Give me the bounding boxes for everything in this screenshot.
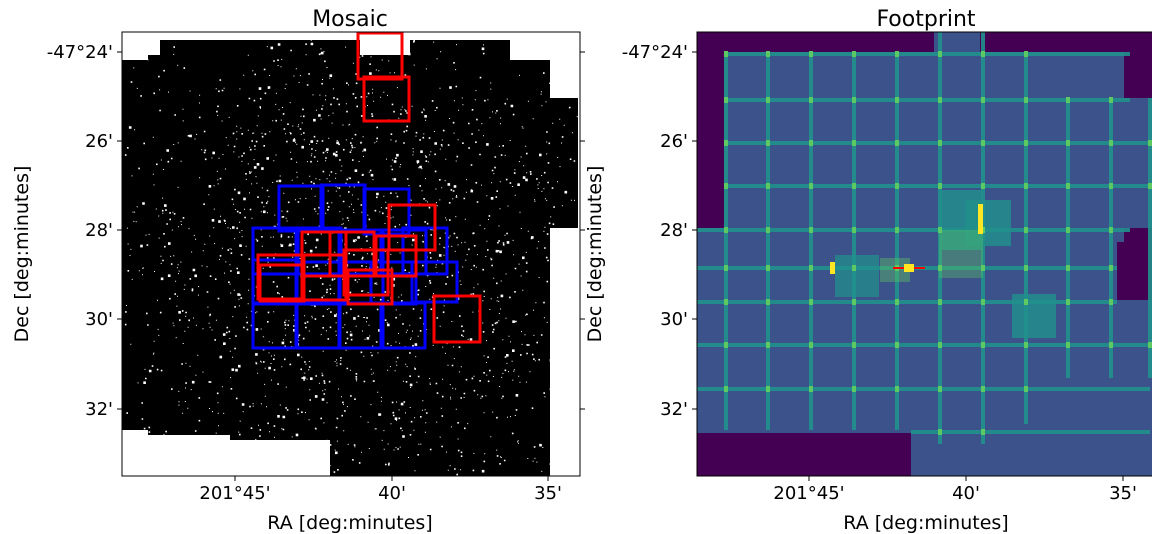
mosaic-y-tick-label: -47°24' bbox=[47, 42, 113, 63]
mosaic-x-tick-label: 40' bbox=[378, 483, 406, 504]
footprint-marker bbox=[893, 264, 925, 272]
footprint-tile bbox=[766, 52, 770, 430]
footprint-tile bbox=[1148, 98, 1152, 378]
mosaic-axes-frame bbox=[121, 31, 581, 477]
footprint-axes-frame bbox=[696, 31, 1152, 477]
footprint-x-tick-label: 40' bbox=[952, 483, 980, 504]
footprint-tile bbox=[978, 204, 983, 234]
mosaic-y-tick-label: 32' bbox=[85, 399, 113, 420]
footprint-y-tick-label: 26' bbox=[660, 131, 688, 152]
footprint-tile bbox=[697, 343, 1150, 347]
blue-exposure-frame bbox=[294, 226, 343, 276]
mosaic-x-axis-label: RA [deg:minutes] bbox=[267, 512, 432, 534]
red-exposure-frame bbox=[342, 248, 390, 297]
footprint-y-tick-label: 32' bbox=[660, 399, 688, 420]
footprint-tile bbox=[852, 52, 856, 430]
footprint-tile bbox=[911, 430, 1150, 434]
red-exposure-frame bbox=[387, 203, 437, 252]
mosaic-y-tick-label: 30' bbox=[85, 309, 113, 330]
footprint-tile bbox=[724, 141, 1150, 145]
footprint-y-tick-label: 30' bbox=[660, 309, 688, 330]
footprint-tile bbox=[697, 387, 1150, 391]
footprint-tile bbox=[830, 262, 835, 274]
footprint-tile bbox=[835, 255, 879, 297]
footprint-y-axis-label: Dec [deg:minutes] bbox=[584, 166, 606, 343]
footprint-tile bbox=[724, 52, 728, 430]
blue-exposure-frame bbox=[251, 226, 300, 276]
mosaic-ticks bbox=[117, 51, 585, 481]
blue-exposure-frame bbox=[362, 187, 411, 236]
footprint-x-tick-label: 201°45' bbox=[773, 483, 844, 504]
footprint-title: Footprint bbox=[876, 7, 975, 32]
footprint-tile bbox=[1012, 294, 1056, 338]
footprint-y-tick-label: -47°24' bbox=[622, 42, 688, 63]
mosaic-image bbox=[122, 34, 580, 476]
red-exposure-frame bbox=[374, 234, 418, 278]
footprint-tile bbox=[697, 300, 1117, 304]
red-exposure-frame bbox=[432, 294, 482, 344]
footprint-tile bbox=[740, 420, 915, 430]
red-exposure-frame bbox=[362, 75, 411, 123]
mosaic-y-tick-label: 28' bbox=[85, 220, 113, 241]
footprint-coverage bbox=[697, 32, 1152, 476]
red-exposure-frame bbox=[300, 230, 348, 278]
footprint-y-tick-label: 28' bbox=[660, 220, 688, 241]
mosaic-y-axis-label: Dec [deg:minutes] bbox=[11, 166, 33, 343]
red-exposure-frame bbox=[328, 230, 376, 278]
footprint-tile bbox=[809, 52, 813, 430]
footprint-tile bbox=[1109, 98, 1113, 378]
mosaic-x-tick-label: 201°45' bbox=[199, 483, 270, 504]
blue-exposure-frame bbox=[337, 228, 385, 276]
mosaic-y-tick-label: 26' bbox=[85, 131, 113, 152]
mosaic-panel: Mosaic bbox=[11, 7, 585, 534]
mosaic-stars bbox=[124, 34, 580, 476]
footprint-x-tick-label: 35' bbox=[1109, 483, 1137, 504]
red-exposure-frame bbox=[258, 263, 306, 303]
footprint-tile bbox=[724, 184, 1150, 188]
red-exposure-frame bbox=[356, 31, 404, 81]
footprint-tile bbox=[939, 230, 983, 278]
footprint-tile bbox=[1024, 52, 1028, 424]
mosaic-title: Mosaic bbox=[312, 7, 388, 32]
footprint-x-axis-label: RA [deg:minutes] bbox=[843, 512, 1008, 534]
mosaic-x-tick-label: 35' bbox=[534, 483, 562, 504]
footprint-ticks bbox=[692, 51, 1124, 481]
footprint-tile bbox=[1066, 98, 1070, 378]
footprint-panel: Footprint 201°45' 40' 35' -47°24' 26' 28… bbox=[584, 7, 1152, 534]
footprint-tile bbox=[965, 200, 1011, 246]
mosaic-exposure-frames bbox=[251, 31, 482, 350]
footprint-tile bbox=[724, 98, 1130, 102]
red-exposure-frame bbox=[346, 268, 394, 306]
footprint-tile bbox=[1040, 98, 1152, 228]
footprint-tile bbox=[895, 52, 899, 430]
footprint-tile bbox=[724, 52, 1130, 56]
footprint-tile bbox=[697, 228, 1130, 232]
